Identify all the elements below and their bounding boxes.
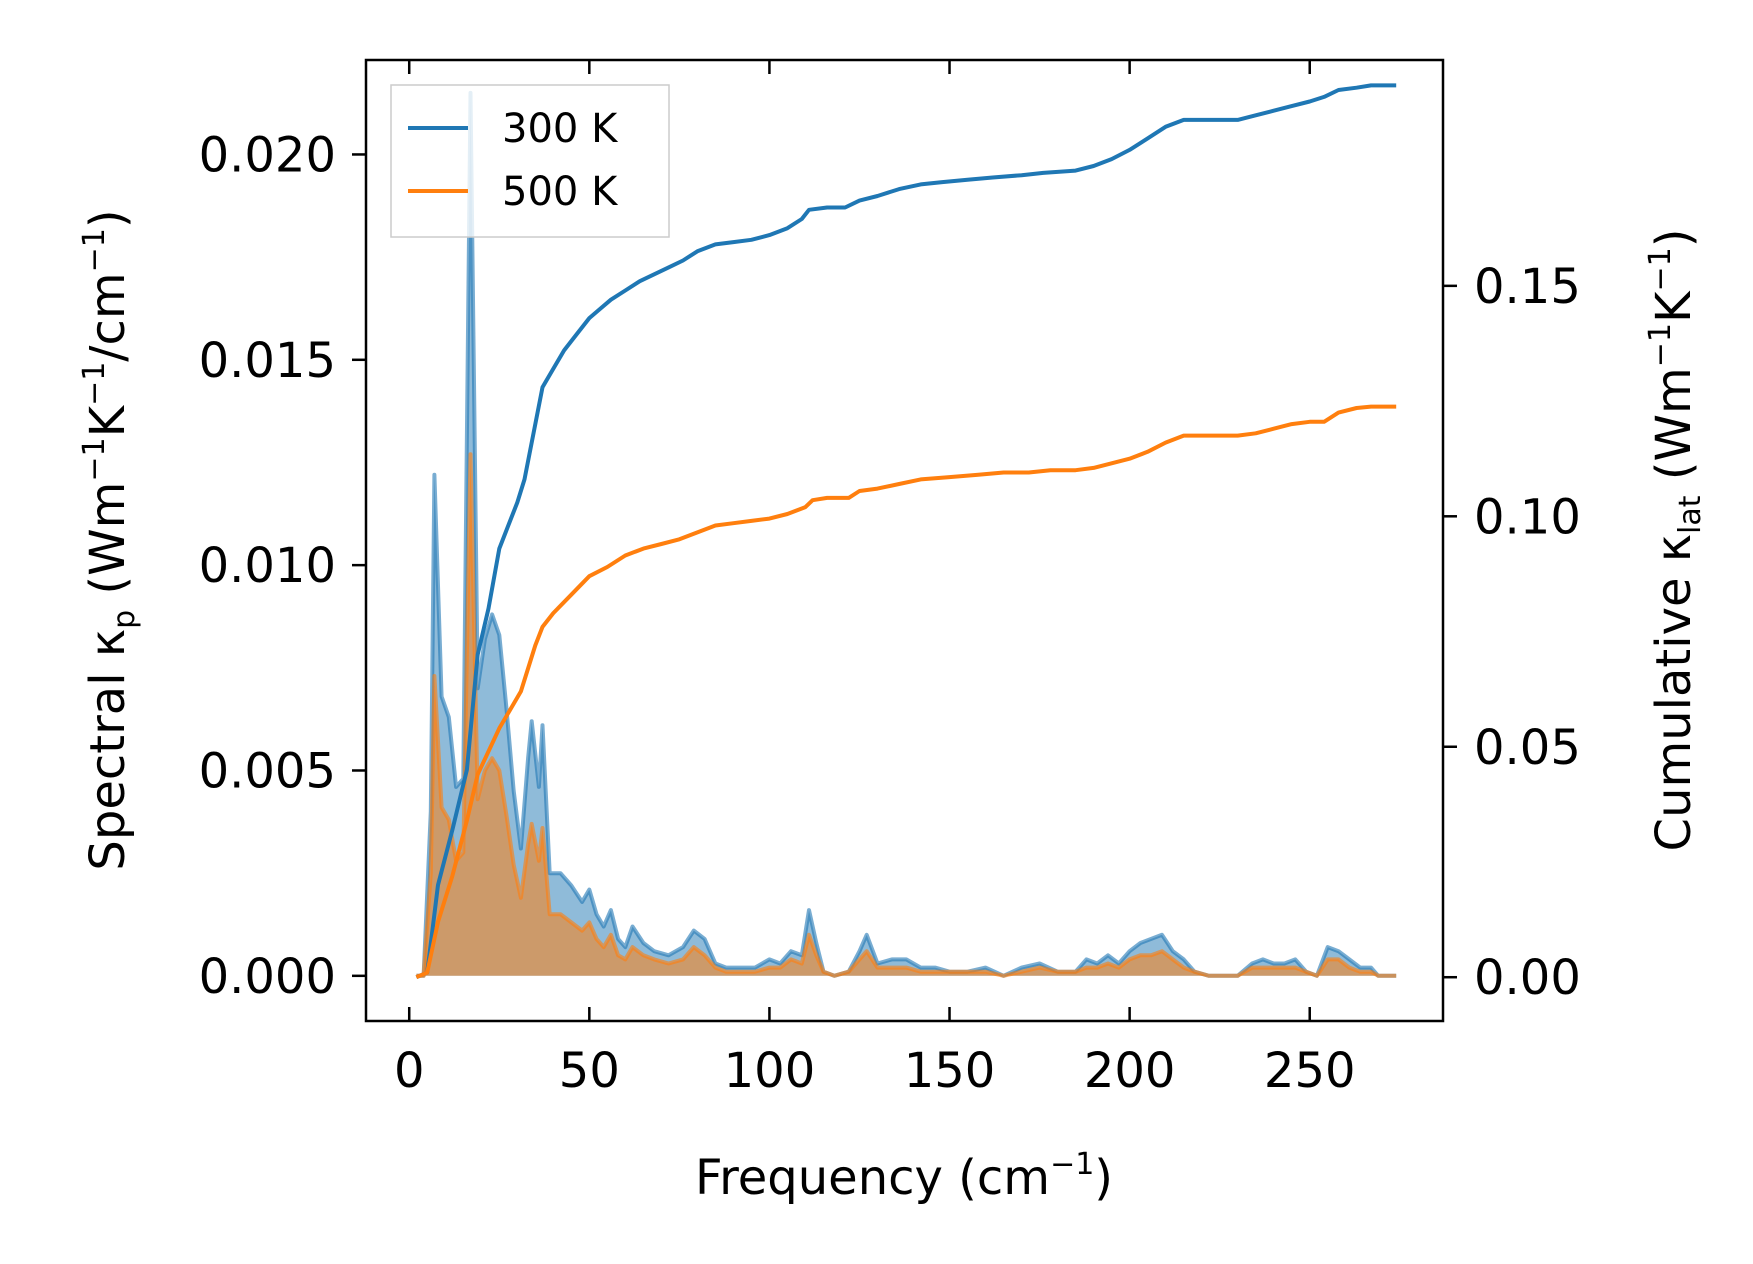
y-tick-label-left: 0.020: [199, 127, 336, 183]
legend-text-500k: 500 K: [502, 169, 619, 215]
y-tick-label-right: 0.10: [1474, 489, 1581, 545]
cumulative-lines: [415, 83, 1397, 980]
x-tick-label: 50: [559, 1043, 620, 1099]
x-tick-label: 200: [1084, 1043, 1176, 1099]
x-axis-label: Frequency (cm−1): [695, 1147, 1113, 1206]
legend-box: [390, 84, 670, 238]
spectral-edge-500k: [416, 452, 1397, 978]
y-tick-label-left: 0.005: [199, 743, 336, 799]
y-tick-label-left: 0.000: [199, 949, 336, 1005]
x-tick-label: 100: [724, 1043, 816, 1099]
spectral-fills: [416, 90, 1397, 978]
y-tick-label-right: 0.00: [1474, 950, 1581, 1006]
y-tick-label-right: 0.05: [1474, 720, 1581, 776]
axis-ticks: 0 50 100 150 200 250 0.000 0.005 0.010 0.015 0.020…: [199, 60, 1581, 1099]
cumulative-line-300k: [415, 83, 1397, 980]
y-axis-label-right: Cumulative κlat (Wm−1K−1): [1643, 229, 1708, 852]
y-tick-label-left: 0.015: [199, 333, 336, 389]
cumulative-line-500k: [415, 404, 1397, 980]
y-tick-label-left: 0.010: [199, 538, 336, 594]
x-tick-label: 0: [394, 1043, 425, 1099]
legend-text-300k: 300 K: [502, 106, 619, 152]
x-tick-label: 250: [1264, 1043, 1356, 1099]
spectral-area-500k: [416, 454, 1397, 976]
x-tick-label: 150: [904, 1043, 996, 1099]
y-axis-label-left: Spectral κp (Wm−1K−1/cm−1): [77, 209, 142, 870]
y-tick-label-right: 0.15: [1474, 259, 1581, 315]
legend: 300 K 500 K: [390, 84, 670, 238]
plot-frame: [364, 58, 1445, 1023]
